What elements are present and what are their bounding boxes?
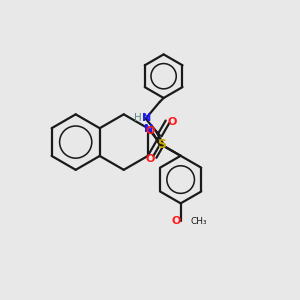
Text: CH₃: CH₃	[190, 217, 207, 226]
Text: O: O	[145, 126, 154, 136]
Text: S: S	[157, 138, 166, 152]
Text: O: O	[168, 117, 177, 127]
Text: O: O	[145, 154, 154, 164]
Text: O: O	[171, 216, 180, 226]
Text: N: N	[144, 124, 153, 134]
Text: N: N	[142, 113, 151, 123]
Text: H: H	[134, 113, 142, 123]
